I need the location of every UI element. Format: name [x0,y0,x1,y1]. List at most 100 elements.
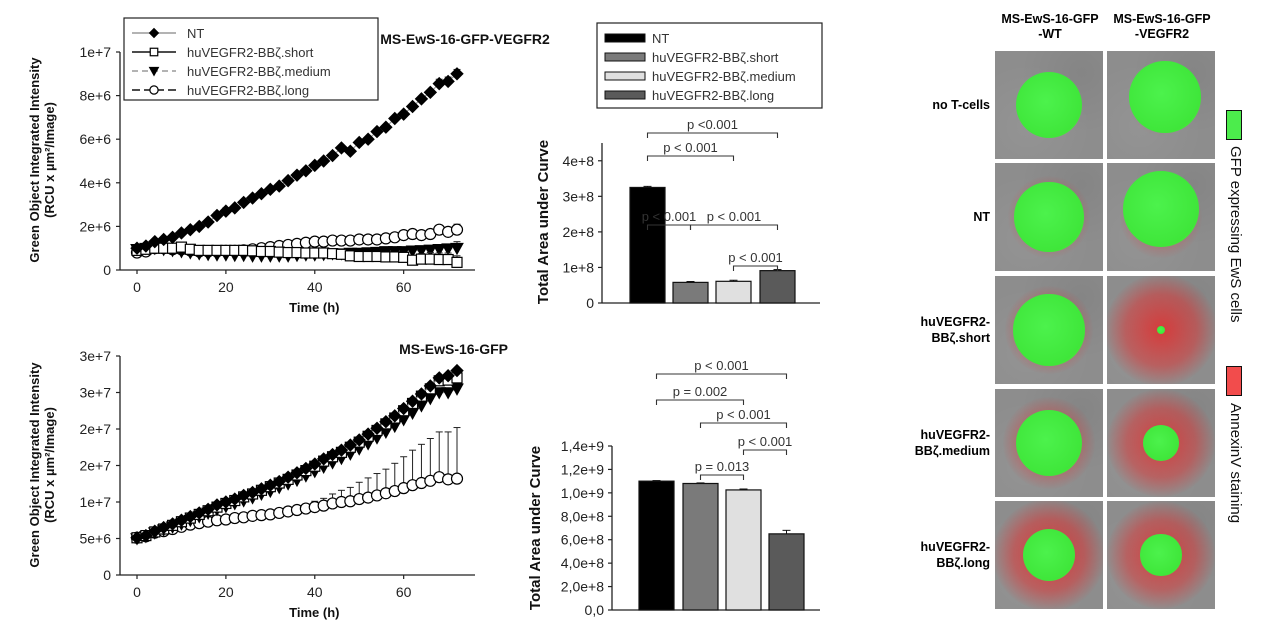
data-point-diamond [308,158,322,173]
y-axis-title-line1: Green Object Integrated Intensity [27,57,42,263]
legend-label: huVEGFR2-BBζ.long [187,83,309,98]
bracket-line [655,399,745,405]
micrograph-image [995,163,1103,271]
y-tick-label: 6,0e+8 [561,532,604,548]
y-tick-label: 1e+7 [79,494,111,510]
legend-marker-triangle [148,66,160,77]
legend-label: NT [187,26,204,41]
column-header-wt: MS-EwS-16-GFP -WT [990,12,1110,42]
x-tick-label: 20 [218,584,234,600]
data-point-diamond [343,144,358,158]
data-point-diamond [352,433,366,447]
micrograph-image [995,389,1103,497]
row-label-line2: BBζ.long [936,556,990,570]
data-point-triangle [423,244,438,257]
row-label: NT [880,209,990,225]
row-label-line1: NT [973,210,990,224]
significance-bracket: p < 0.001 [728,250,783,271]
bracket-line [646,155,735,161]
y-tick-label: 0 [103,567,111,583]
y-axis-title-line2: (RCU x µm²/Image) [42,407,57,523]
data-point-diamond [361,132,375,146]
data-point-diamond [254,186,269,201]
data-point-diamond [236,195,251,210]
bracket-line [742,449,788,455]
y-axis-title: Total Area under Curve [535,140,552,304]
bar-legend: NT huVEGFR2-BBζ.short huVEGFR2-BBζ.medium h… [596,22,823,109]
bar-huvegfr2-bb-long [768,533,805,611]
x-tick-label: 60 [396,584,412,600]
p-value-label: p < 0.001 [642,209,697,224]
line-legend: NT huVEGFR2-BBζ.short huVEGFR2-BBζ.medium h… [123,17,379,101]
row-label-line2: BBζ.short [931,331,990,345]
bar-huvegfr2-bb-medium [715,280,752,304]
bracket-line [699,422,788,428]
y-tick-label: 3e+7 [79,385,111,401]
x-tick-label: 40 [307,584,323,600]
annexin-legend-label: AnnexinV staining [1227,403,1244,524]
data-point-diamond [325,447,340,462]
p-value-label: p = 0.013 [695,459,750,474]
data-point-diamond [414,387,429,401]
p-value-label: p < 0.001 [707,209,762,224]
data-point-diamond [405,99,420,114]
column-header-line2: -WT [1038,27,1062,41]
row-label-line1: huVEGFR2- [920,428,990,442]
data-point-diamond [441,369,455,383]
y-axis-title-line2: (RCU x µm²/Image) [42,102,57,218]
column-header-line1: MS-EwS-16-GFP [1001,12,1099,26]
data-point-diamond [201,502,215,517]
legend-marker-diamond [148,27,160,39]
bracket-line [646,132,779,138]
data-point-diamond [370,124,384,139]
data-point-diamond [228,201,242,215]
data-point-diamond [423,85,438,100]
data-point-diamond [343,438,358,452]
row-label: huVEGFR2- BBζ.long [880,539,990,571]
column-header-vegfr2: MS-EwS-16-GFP -VEGFR2 [1102,12,1222,42]
data-point-circle [450,472,464,485]
data-point-square [451,256,463,268]
row-label: no T-cells [880,97,990,113]
significance-bracket: p <0.001 [646,117,779,138]
bracket-line [699,474,745,480]
row-label-line1: huVEGFR2- [920,315,990,329]
data-point-triangle [441,387,455,400]
y-tick-label: 4,0e+8 [561,555,604,571]
legend-swatch [604,33,646,43]
legend-label: huVEGFR2-BBζ.medium [187,64,331,79]
gfp-spheroid [1015,71,1083,139]
micrograph-image [1107,51,1215,159]
significance-bracket: p < 0.001 [689,209,779,230]
x-tick-label: 60 [396,279,412,295]
gfp-spheroid [1013,294,1085,366]
legend-box [123,17,379,101]
data-point-diamond [272,179,286,193]
y-tick-label: 6e+6 [79,131,111,147]
data-point-diamond [139,239,153,253]
data-point-diamond [441,74,455,89]
bracket-line [732,265,779,271]
data-point-diamond [290,168,304,182]
data-point-diamond [396,107,411,121]
x-axis-title: Time (h) [289,605,339,620]
y-axis-title-line1: Green Object Integrated Intensity [27,362,42,568]
legend-swatch [604,90,646,100]
y-axis-title: Total Area under Curve [527,446,544,610]
column-header-line1: MS-EwS-16-GFP [1113,12,1211,26]
y-tick-label: 1,4e+9 [561,438,604,454]
gfp-spheroid [1129,61,1201,133]
data-point-diamond [281,173,295,188]
p-value-label: p < 0.001 [738,434,793,449]
data-point-diamond [325,148,340,163]
data-point-diamond [423,379,438,393]
data-point-triangle [405,245,420,258]
row-label-line2: BBζ.medium [914,444,990,458]
x-tick-label: 0 [133,584,141,600]
data-point-diamond [388,409,402,423]
p-value-label: p < 0.001 [694,358,749,373]
significance-bracket: p < 0.001 [646,140,735,161]
y-axis-title: Green Object Integrated Intensity(RCU x … [27,57,57,263]
legend-label: huVEGFR2-BBζ.short [652,50,779,65]
